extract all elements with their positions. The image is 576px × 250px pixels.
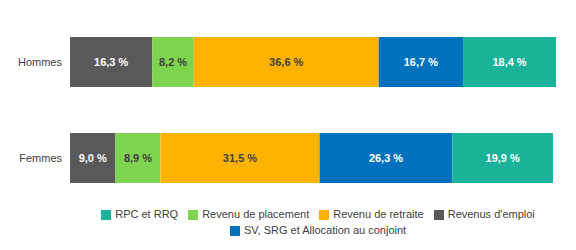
- svg-text:Femmes: Femmes: [19, 152, 62, 164]
- svg-text:18,4 %: 18,4 %: [492, 56, 526, 68]
- svg-text:9,0 %: 9,0 %: [79, 152, 107, 164]
- svg-text:19,9 %: 19,9 %: [486, 152, 520, 164]
- svg-text:8,2 %: 8,2 %: [159, 56, 187, 68]
- svg-text:16,3 %: 16,3 %: [94, 56, 128, 68]
- svg-text:Hommes: Hommes: [18, 56, 63, 68]
- html-text:Revenu de retraite: Revenu de retraite: [333, 208, 424, 220]
- html-text:RPC et RRQ: RPC et RRQ: [115, 208, 179, 220]
- svg-text:26,3 %: 26,3 %: [369, 152, 403, 164]
- svg-text:16,7 %: 16,7 %: [404, 56, 438, 68]
- html-text:Revenus d'emploi: Revenus d'emploi: [447, 208, 535, 220]
- svg-text:31,5 %: 31,5 %: [223, 152, 257, 164]
- svg-text:36,6 %: 36,6 %: [269, 56, 303, 68]
- html-text:SV, SRG et Allocation au conjo: SV, SRG et Allocation au conjoint: [243, 224, 407, 236]
- html-text:Revenu de placement: Revenu de placement: [202, 208, 310, 220]
- svg-text:8,9 %: 8,9 %: [124, 152, 152, 164]
